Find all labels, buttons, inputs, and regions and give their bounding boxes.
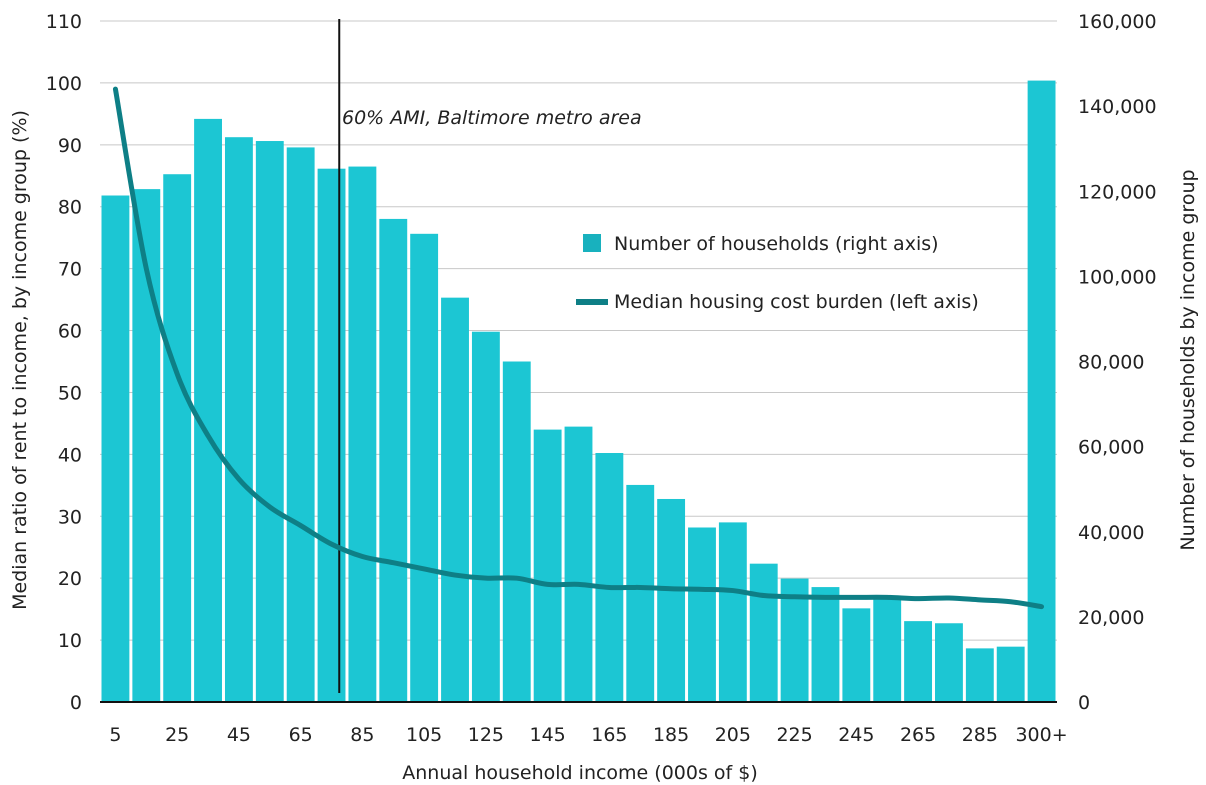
x-tick-label: 265 <box>900 724 936 746</box>
x-tick-label: 145 <box>529 724 565 746</box>
x-tick-label: 165 <box>591 724 627 746</box>
left-tick-label: 90 <box>58 135 82 157</box>
bar <box>194 118 222 703</box>
bar <box>657 498 686 702</box>
right-axis-ticks: 0 20,000 40,000 60,000 80,000 100,000 120,000 1… <box>1078 11 1157 714</box>
bar <box>379 218 408 702</box>
x-tick-label: 285 <box>962 724 998 746</box>
bar <box>873 598 902 702</box>
right-tick-label: 80,000 <box>1078 352 1144 374</box>
left-tick-label: 50 <box>58 382 82 404</box>
left-tick-label: 40 <box>58 444 82 466</box>
x-tick-label: 245 <box>838 724 874 746</box>
bar <box>1027 80 1056 702</box>
bar <box>101 195 130 702</box>
bar <box>471 331 500 702</box>
ami-annotation: 60% AMI, Baltimore metro area <box>342 107 642 129</box>
left-tick-label: 80 <box>58 197 82 219</box>
x-tick-label: 5 <box>109 724 121 746</box>
x-tick-label: 185 <box>653 724 689 746</box>
bar <box>904 621 933 702</box>
left-axis-ticks: 0 10 20 30 40 50 60 70 80 90 100 110 <box>46 11 82 714</box>
cost-burden-line <box>112 86 1045 610</box>
bar <box>688 527 716 702</box>
bar <box>286 147 315 702</box>
bar <box>718 522 747 702</box>
bar <box>224 137 253 702</box>
x-axis-ticks: 5 25 45 65 85 105 125 145 165 185 205 225 245 265 285 3… <box>109 724 1067 746</box>
bar <box>811 587 840 702</box>
bar <box>163 174 192 703</box>
bar <box>348 166 377 703</box>
right-tick-label: 120,000 <box>1078 181 1157 203</box>
x-tick-label: 125 <box>468 724 504 746</box>
x-axis-title: Annual household income (000s of $) <box>402 762 758 784</box>
x-tick-label: 300+ <box>1015 724 1067 746</box>
right-tick-label: 140,000 <box>1078 96 1157 118</box>
bar <box>996 646 1025 702</box>
bar <box>533 429 562 702</box>
bar <box>749 563 778 702</box>
right-tick-label: 20,000 <box>1078 607 1144 629</box>
left-tick-label: 100 <box>46 73 82 95</box>
left-tick-label: 30 <box>58 506 82 528</box>
bar <box>595 453 624 702</box>
x-tick-label: 105 <box>406 724 442 746</box>
legend-line-label: Median housing cost burden (left axis) <box>614 291 979 313</box>
right-tick-label: 100,000 <box>1078 266 1157 288</box>
household-bars <box>101 80 1056 703</box>
bar <box>317 168 346 702</box>
legend-bar-swatch <box>583 234 601 252</box>
bar <box>965 648 994 702</box>
legend-line-swatch <box>576 299 608 305</box>
left-tick-label: 20 <box>58 568 82 590</box>
bar <box>410 233 439 702</box>
x-tick-label: 45 <box>227 724 251 746</box>
legend: Number of households (right axis) Median… <box>576 233 979 313</box>
left-tick-label: 110 <box>46 11 82 33</box>
right-tick-label: 40,000 <box>1078 522 1144 544</box>
bar <box>564 426 593 702</box>
bar <box>935 623 963 702</box>
left-tick-label: 10 <box>58 630 82 652</box>
bar <box>441 297 469 702</box>
left-tick-label: 60 <box>58 321 82 343</box>
x-tick-label: 85 <box>350 724 374 746</box>
legend-bar-label: Number of households (right axis) <box>614 233 939 255</box>
bar <box>502 361 531 702</box>
right-tick-label: 160,000 <box>1078 11 1157 33</box>
cost-burden-path <box>112 86 1045 610</box>
x-tick-label: 25 <box>165 724 189 746</box>
bar <box>842 608 871 702</box>
x-tick-label: 225 <box>776 724 812 746</box>
left-axis-title: Median ratio of rent to income, by incom… <box>9 110 31 610</box>
left-tick-label: 0 <box>70 692 82 714</box>
x-tick-label: 65 <box>289 724 313 746</box>
right-tick-label: 60,000 <box>1078 437 1144 459</box>
right-tick-label: 0 <box>1078 692 1090 714</box>
left-tick-label: 70 <box>58 259 82 281</box>
bar <box>626 484 655 702</box>
bar <box>255 141 284 702</box>
right-axis-title: Number of households by income group <box>1177 169 1199 550</box>
x-tick-label: 205 <box>715 724 751 746</box>
